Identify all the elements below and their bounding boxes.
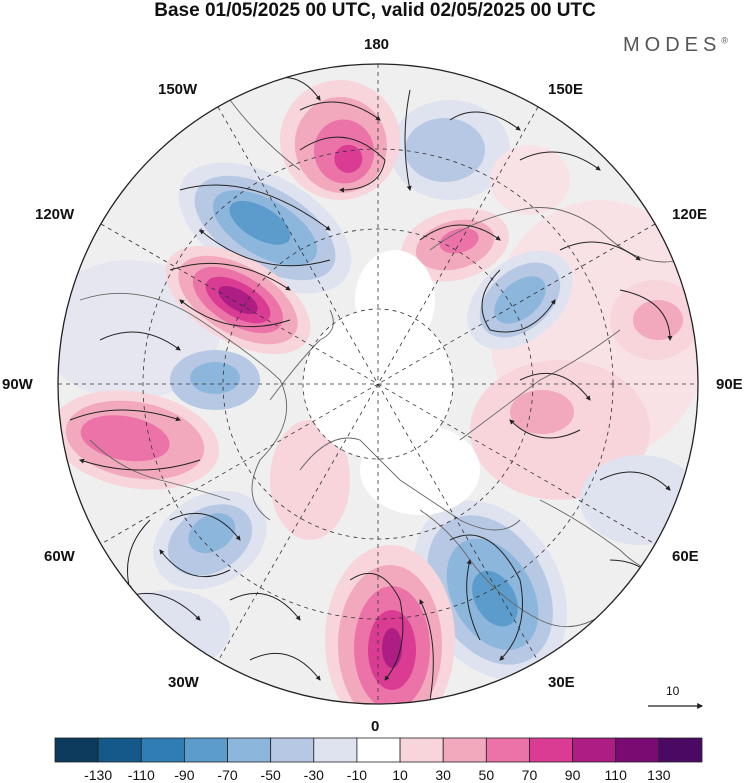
high-10w: [270, 420, 350, 540]
lon-label-150w: 150W: [158, 81, 198, 98]
lon-label-90e: 90E: [716, 376, 743, 393]
colorbar-swatch: [54, 737, 99, 763]
low-165e: [405, 118, 485, 182]
colorbar-swatch: [658, 737, 703, 763]
colorbar-swatch: [97, 737, 142, 763]
pole-cap: [360, 425, 480, 515]
lon-label-30e: 30E: [548, 674, 575, 691]
modes-logo: MODES®: [623, 34, 728, 56]
anomaly-band: [490, 145, 570, 215]
colorbar-label: -50: [260, 767, 281, 783]
lon-label-150e: 150E: [548, 81, 584, 98]
colorbar-swatch: [313, 737, 358, 763]
colorbar-swatch: [572, 737, 617, 763]
colorbar-label: -130: [84, 767, 113, 783]
lon-label-60e: 60E: [672, 548, 699, 565]
reference-vector-label: 10: [666, 684, 680, 698]
colorbar-swatch: [615, 737, 660, 763]
colorbar: [54, 737, 703, 763]
colorbar-swatch: [356, 737, 401, 763]
colorbar-swatch: [270, 737, 315, 763]
pole-cap: [355, 250, 435, 350]
colorbar-swatch: [529, 737, 574, 763]
lon-label-0: 0: [371, 718, 380, 735]
colorbar-label: 50: [478, 767, 495, 783]
colorbar-label: -90: [174, 767, 195, 783]
high-110e: [610, 280, 698, 360]
colorbar-label: 110: [604, 767, 627, 783]
high-110w: [165, 245, 311, 355]
lon-label-30w: 30W: [168, 674, 199, 691]
colorbar-label: -110: [127, 767, 155, 783]
anomaly-field: [58, 64, 698, 704]
colorbar-label: -10: [346, 767, 368, 783]
high-150e: [401, 208, 509, 282]
colorbar-label: 70: [521, 767, 538, 783]
high-0: [325, 545, 455, 704]
colorbar-swatch: [140, 737, 185, 763]
lon-label-120w: 120W: [35, 206, 75, 223]
anomaly-band: [580, 455, 698, 545]
colorbar-label: -70: [217, 767, 238, 783]
colorbar-swatch: [183, 737, 228, 763]
lon-label-90w: 90W: [2, 376, 33, 393]
map-border: [57, 63, 699, 705]
lon-label-180: 180: [364, 36, 390, 53]
lon-label-120e: 120E: [672, 206, 708, 223]
colorbar-label: 90: [564, 767, 581, 783]
colorbar-swatch: [227, 737, 272, 763]
lon-label-60w: 60W: [44, 548, 75, 565]
colorbar-swatch: [399, 737, 444, 763]
colorbar-label: 10: [392, 767, 408, 783]
high-85w: [58, 390, 220, 490]
colorbar-swatch: [442, 737, 487, 763]
graticule: [58, 64, 698, 704]
high-90e: [485, 365, 605, 455]
colorbar-label: 130: [647, 767, 671, 783]
colorbar-label: 30: [435, 767, 451, 783]
streamlines: [69, 77, 673, 701]
colorbar-swatch: [485, 737, 530, 763]
map-title: Base 01/05/2025 00 UTC, valid 02/05/2025…: [154, 0, 596, 21]
low-100w: [170, 350, 260, 410]
colorbar-label: -30: [303, 767, 324, 783]
